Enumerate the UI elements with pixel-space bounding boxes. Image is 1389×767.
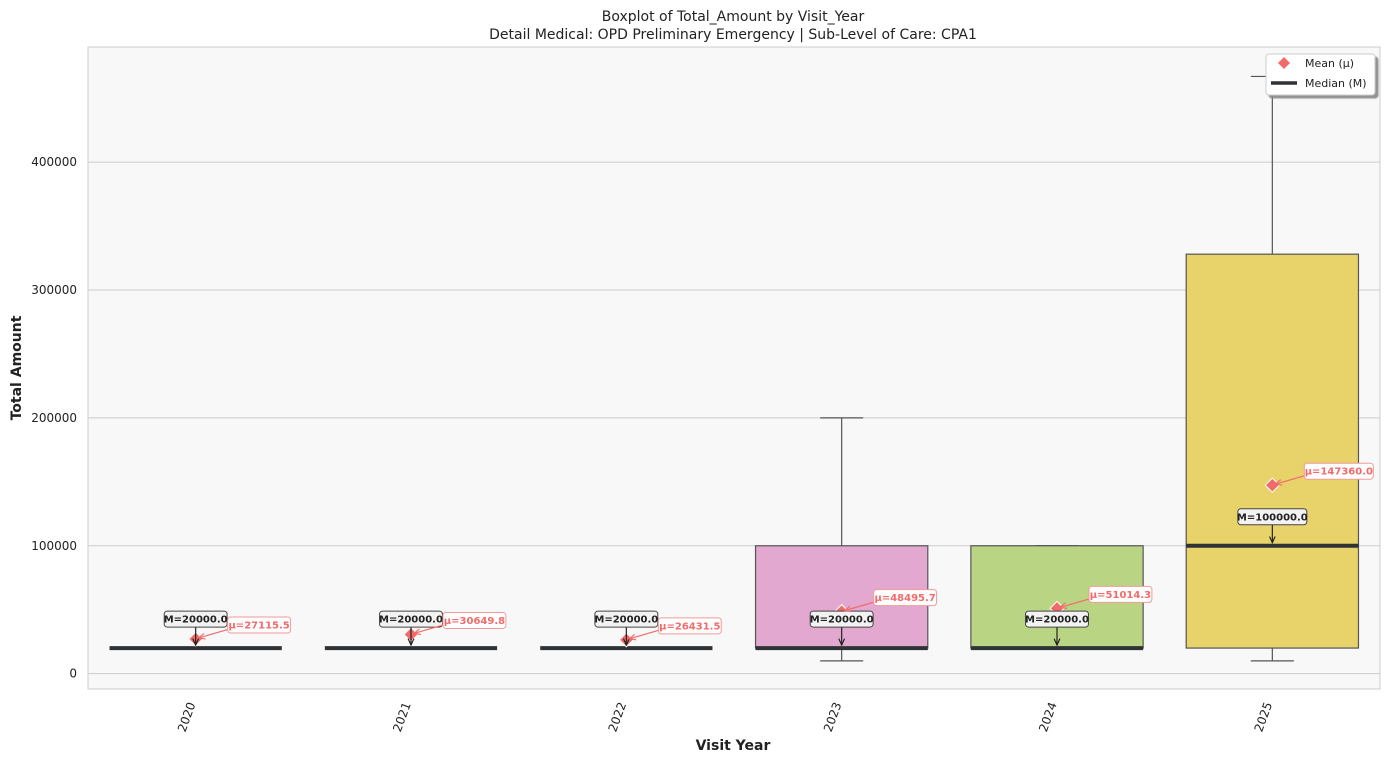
median-label: M=20000.0 (164, 615, 228, 626)
mean-arrow (414, 623, 446, 633)
median-label-box (594, 610, 659, 628)
legend: Mean (μ) Median (M) (1265, 53, 1376, 96)
median-label: M=20000.0 (810, 615, 874, 626)
mean-label: μ=30649.8 (444, 616, 505, 627)
boxes (109, 75, 1360, 662)
legend-median-label: Median (M) (1305, 77, 1367, 90)
y-tick-label: 0 (69, 667, 77, 681)
chart-subtitle: Detail Medical: OPD Preliminary Emergenc… (489, 27, 977, 43)
mean-label-box (873, 589, 938, 607)
median-label: M=20000.0 (594, 615, 658, 626)
x-tick-label: 2021 (390, 700, 414, 733)
chart-title: Boxplot of Total_Amount by Visit_Year (602, 9, 865, 25)
mean-label: μ=51014.3 (1090, 590, 1151, 601)
mean-label: μ=27115.5 (228, 620, 289, 631)
mean-label-box (1303, 462, 1374, 480)
x-tick-label: 2020 (175, 700, 199, 733)
mean-arrow (629, 629, 661, 639)
x-tick-label: 2025 (1252, 700, 1276, 733)
y-axis-ticks: 0 100000 200000 300000 400000 (31, 155, 77, 681)
gridlines (88, 161, 1380, 675)
y-tick-label: 400000 (31, 155, 77, 169)
x-axis-ticks: 2020 2021 2022 2023 2024 2025 (175, 700, 1275, 733)
mean-arrow (1060, 597, 1092, 607)
mean-label-box (657, 617, 722, 635)
mean-label: μ=26431.5 (659, 621, 720, 632)
mean-label: μ=147360.0 (1305, 467, 1373, 478)
x-tick-label: 2024 (1036, 700, 1060, 733)
y-tick-label: 100000 (31, 539, 77, 553)
box-2025 (1185, 75, 1360, 662)
legend-mean-marker (1278, 57, 1290, 69)
median-label-box (1025, 610, 1089, 628)
median-label: M=100000.0 (1237, 512, 1308, 523)
mean-arrow (1275, 474, 1307, 484)
median-label-box (163, 610, 228, 628)
mean-label-box (227, 616, 292, 634)
mean-label: μ=48495.7 (874, 593, 935, 604)
mean-arrow (845, 601, 876, 611)
annotations: M=20000.0μ=27115.5M=20000.0 μ=30649.8 M=20… (163, 462, 1374, 645)
box-body (1185, 253, 1360, 649)
mean-arrow (199, 628, 230, 638)
median-label-box (809, 610, 874, 628)
y-tick-label: 300000 (31, 283, 77, 297)
mean-label-box (1088, 585, 1153, 603)
y-tick-label: 200000 (31, 411, 77, 425)
x-tick-label: 2022 (606, 700, 630, 733)
median-label: M=20000.0 (1025, 615, 1089, 626)
median-label-box (379, 610, 443, 628)
mean-label-box (442, 611, 507, 629)
x-axis-title: Visit Year (696, 738, 771, 754)
plot-area (87, 46, 1381, 690)
legend-mean-label: Mean (μ) (1305, 57, 1354, 70)
y-axis-title: Total Amount (9, 315, 25, 420)
x-tick-label: 2023 (821, 700, 845, 733)
median-label-box (1237, 508, 1308, 526)
median-label: M=20000.0 (379, 615, 443, 626)
